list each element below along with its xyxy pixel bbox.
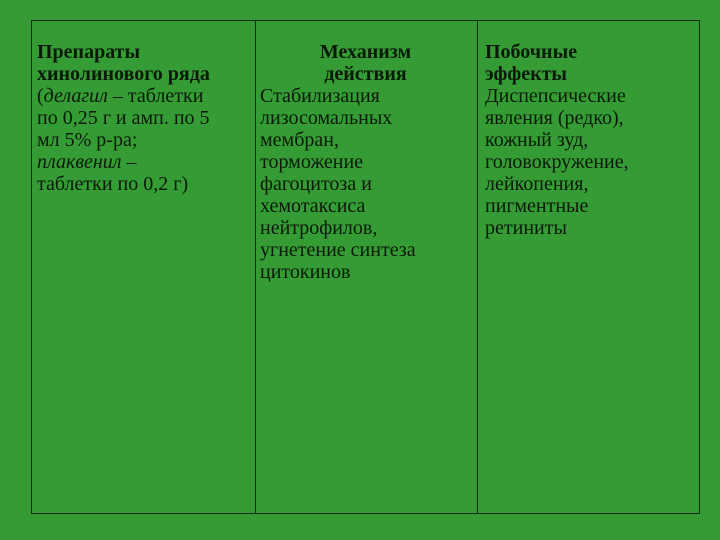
- drug-name: плаквенил: [37, 151, 122, 173]
- drug-line: плаквенил –: [37, 151, 255, 173]
- paren: (: [37, 85, 44, 107]
- drug-form: – таблетки: [107, 85, 204, 107]
- header-line: Механизм: [319, 41, 412, 63]
- text-line: цитокинов: [260, 261, 351, 283]
- header-line: действия: [324, 63, 407, 85]
- text-line: кожный зуд,: [485, 129, 589, 151]
- header-line: Побочные: [485, 41, 578, 63]
- drug-name: делагил: [43, 85, 108, 107]
- text-line: таблетки по 0,2 г): [37, 173, 189, 195]
- text-line: нейтрофилов,: [260, 217, 378, 239]
- text-line: лейкопения,: [485, 173, 589, 195]
- text-line: хемотаксиса: [260, 195, 366, 217]
- drug-table: Препараты хинолинового ряда (делагил – т…: [31, 20, 700, 514]
- drug-line: (делагил – таблетки: [37, 85, 255, 107]
- text-line: головокружение,: [485, 151, 629, 173]
- text-line: явления (редко),: [485, 107, 624, 129]
- text-line: по 0,25 г и амп. по 5: [37, 107, 210, 129]
- text-line: лизосомальных: [260, 107, 393, 129]
- column-drugs: Препараты хинолинового ряда (делагил – т…: [32, 21, 256, 513]
- text-line: фагоцитоза и: [260, 173, 372, 195]
- header-line: Препараты: [37, 41, 141, 63]
- text-line: торможение: [260, 151, 364, 173]
- dash: –: [121, 151, 137, 173]
- text-line: угнетение синтеза: [260, 239, 416, 261]
- text-line: мембран,: [260, 129, 339, 151]
- text-line: пигментные: [485, 195, 589, 217]
- text-line: мл 5% р-ра;: [37, 129, 138, 151]
- column-side-effects: Побочные эффекты Диспепсические явления …: [478, 21, 701, 513]
- text-line: ретиниты: [485, 217, 567, 239]
- header-line: хинолинового ряда: [37, 63, 210, 85]
- header-line: эффекты: [485, 63, 568, 85]
- text-line: Стабилизация: [260, 85, 380, 107]
- column-mechanism: Механизм действия Стабилизация лизосомал…: [256, 21, 478, 513]
- text-line: Диспепсические: [485, 85, 626, 107]
